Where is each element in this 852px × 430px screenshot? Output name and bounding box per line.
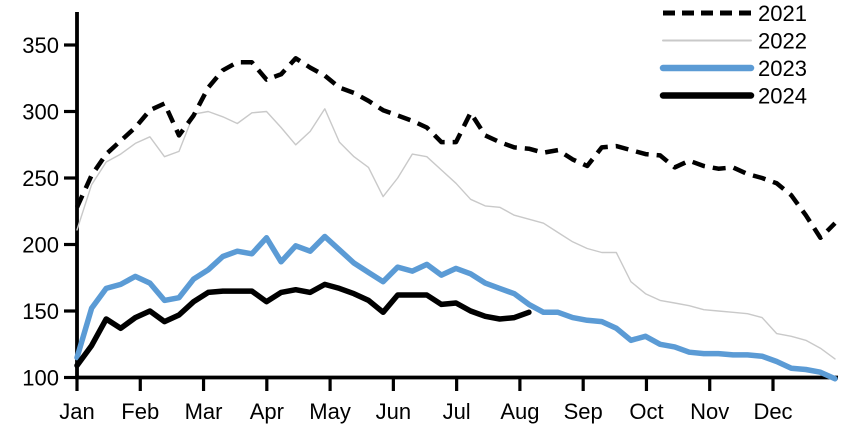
legend-label-2023: 2023 bbox=[758, 56, 807, 81]
x-tick-label: Oct bbox=[629, 399, 663, 424]
legend-label-2022: 2022 bbox=[758, 29, 807, 54]
x-tick-label: Apr bbox=[250, 399, 284, 424]
x-tick-label: Sep bbox=[564, 399, 603, 424]
series-line-2023 bbox=[74, 233, 838, 382]
legend-label-2024: 2024 bbox=[758, 84, 807, 109]
x-tick-label: Mar bbox=[185, 399, 223, 424]
x-tick-label: Feb bbox=[121, 399, 159, 424]
legend-label-2021: 2021 bbox=[758, 1, 807, 26]
y-tick-label: 300 bbox=[22, 100, 59, 125]
y-tick-label: 200 bbox=[22, 233, 59, 258]
x-tick-label: Jan bbox=[59, 399, 94, 424]
y-tick-label: 250 bbox=[22, 166, 59, 191]
series-line-2022 bbox=[76, 108, 836, 360]
series-line-2024 bbox=[74, 281, 532, 369]
x-tick-label: Jun bbox=[376, 399, 411, 424]
x-tick-label: Aug bbox=[500, 399, 539, 424]
x-tick-label: Dec bbox=[753, 399, 792, 424]
y-tick-label: 350 bbox=[22, 33, 59, 58]
y-tick-label: 150 bbox=[22, 299, 59, 324]
x-tick-label: Nov bbox=[690, 399, 729, 424]
y-tick-label: 100 bbox=[22, 366, 59, 391]
x-tick-label: Jul bbox=[443, 399, 471, 424]
series-line-2021 bbox=[74, 56, 837, 241]
x-tick-label: May bbox=[309, 399, 351, 424]
